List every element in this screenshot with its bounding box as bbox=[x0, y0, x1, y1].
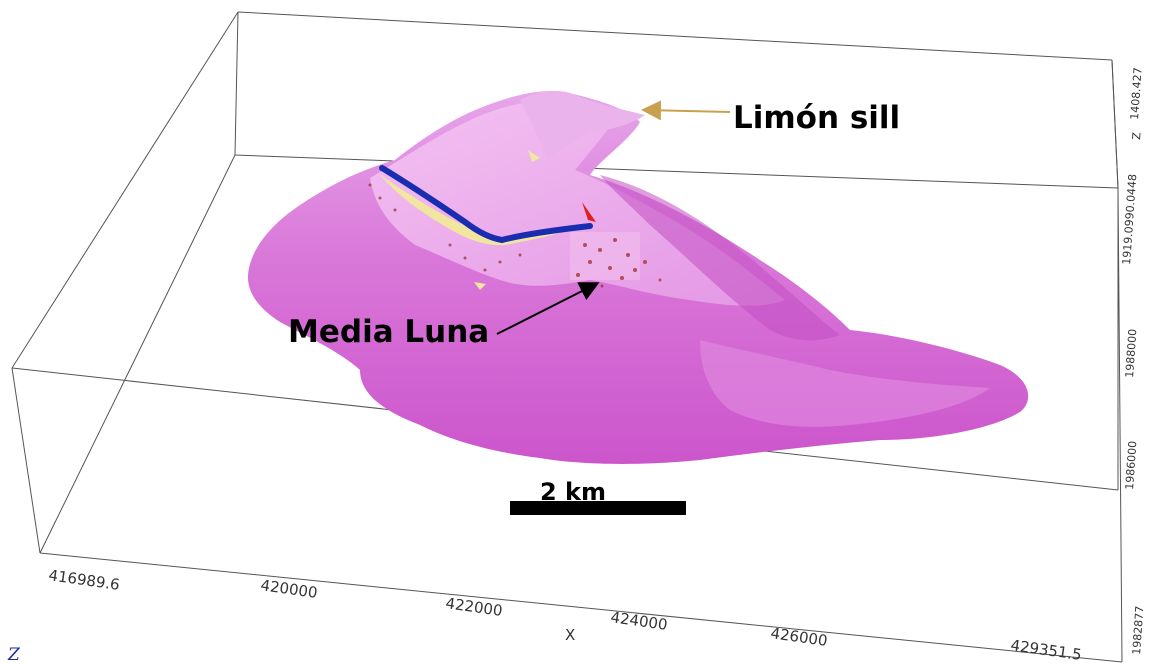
y-tick: 1986000 bbox=[1123, 440, 1139, 490]
red-marker bbox=[582, 202, 596, 222]
small-yellow bbox=[474, 282, 486, 290]
z-axis: 1408.427 Z 1919.0990.0448 bbox=[1120, 67, 1145, 265]
media-luna-label: Media Luna bbox=[288, 314, 489, 350]
x-tick: 426000 bbox=[769, 624, 828, 650]
z-tick: 1408.427 bbox=[1128, 67, 1145, 120]
yellow-marker bbox=[528, 150, 540, 162]
y-tick: 1982877 bbox=[1130, 605, 1146, 655]
media-luna-zone bbox=[368, 183, 662, 288]
x-tick: 429351.5 bbox=[1009, 636, 1082, 664]
corner-z-indicator: Z bbox=[7, 645, 21, 665]
y-axis: 1988000 1986000 1982877 bbox=[1123, 328, 1146, 655]
x-tick: 422000 bbox=[444, 594, 503, 620]
media-luna-annotation: Media Luna bbox=[288, 282, 600, 350]
limon-sill-spike bbox=[520, 90, 645, 160]
x-axis: 416989.6 420000 422000 424000 426000 429… bbox=[47, 566, 1082, 664]
magmatic-body bbox=[247, 90, 1029, 464]
body-lower-fold bbox=[700, 340, 990, 427]
y-tick: 1988000 bbox=[1123, 328, 1139, 378]
limon-sill-label: Limón sill bbox=[733, 100, 900, 136]
yellow-zone bbox=[380, 175, 580, 246]
body-shadow bbox=[600, 175, 840, 341]
scale-bar-label: 2 km bbox=[540, 478, 606, 506]
fault-blue bbox=[379, 165, 593, 244]
z-tick: 1919.0990.0448 bbox=[1120, 174, 1139, 266]
scale-bar-line bbox=[510, 501, 686, 515]
limon-sill-annotation: Limón sill bbox=[641, 100, 900, 136]
x-axis-name: X bbox=[565, 626, 575, 644]
z-axis-name: Z bbox=[1130, 131, 1144, 140]
scale-bar: 2 km bbox=[510, 478, 686, 515]
x-tick: 416989.6 bbox=[47, 566, 120, 594]
body-top-surface bbox=[370, 100, 785, 306]
x-tick: 424000 bbox=[609, 608, 668, 634]
